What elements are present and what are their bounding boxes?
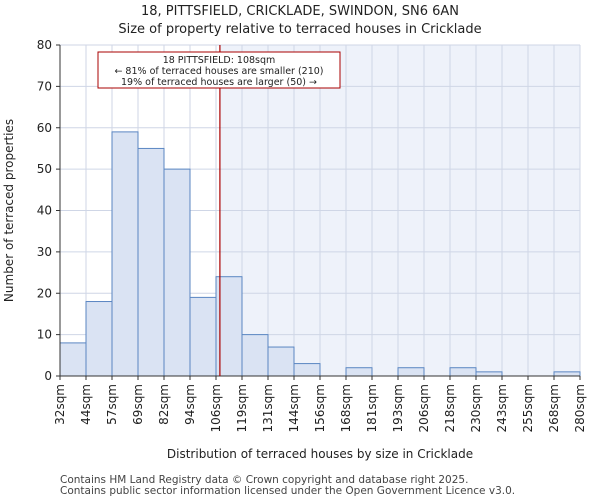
histogram-bar [267,346,295,377]
x-tick-label: 94sqm [183,384,197,425]
x-tick-label: 280sqm [573,384,587,432]
x-tick-label: 57sqm [105,384,119,425]
y-tick-label: 40 [37,204,52,218]
histogram-bar [241,334,269,377]
footer-line-2: Contains public sector information licen… [60,485,516,497]
x-tick-label: 181sqm [365,384,379,432]
annotation-line-2: ← 81% of terraced houses are smaller (21… [114,66,323,77]
histogram-bar [397,367,425,377]
histogram-bar [293,363,321,377]
y-tick-label: 0 [44,369,52,383]
x-tick-label: 82sqm [157,384,171,425]
y-axis-title: Number of terraced properties [2,119,16,302]
x-tick-label: 69sqm [131,384,145,425]
y-tick-label: 30 [37,245,52,259]
y-tick-label: 10 [37,328,52,342]
x-tick-label: 218sqm [443,384,457,432]
y-tick-label: 80 [37,38,52,52]
x-tick-label: 255sqm [521,384,535,432]
annotation-line-1: 18 PITTSFIELD: 108sqm [163,55,276,66]
x-tick-label: 32sqm [53,384,67,425]
annotation-line-3: 19% of terraced houses are larger (50) → [121,77,317,88]
histogram-bar [137,147,165,377]
x-tick-label: 156sqm [313,384,327,432]
histogram-bar [85,301,113,377]
histogram-bar [163,168,191,377]
x-tick-label: 206sqm [417,384,431,432]
histogram-bar [59,342,87,377]
x-tick-label: 106sqm [209,384,223,432]
histogram-bar [189,296,217,377]
x-tick-label: 230sqm [469,384,483,432]
histogram-bar [345,367,373,377]
y-tick-label: 60 [37,121,52,135]
x-tick-label: 119sqm [235,384,249,432]
histogram-bar [449,367,477,377]
x-tick-label: 168sqm [339,384,353,432]
footer-line-1: Contains HM Land Registry data © Crown c… [60,474,469,486]
x-axis-title: Distribution of terraced houses by size … [167,447,473,461]
histogram-bar [111,131,139,377]
annotation-box [97,51,341,89]
x-tick-label: 131sqm [261,384,275,432]
histogram-bar [475,371,503,377]
y-tick-label: 70 [37,79,52,93]
chart-title: 18, PITTSFIELD, CRICKLADE, SWINDON, SN6 … [140,4,460,19]
histogram-bar [553,371,581,377]
x-tick-label: 193sqm [391,384,405,432]
y-tick-label: 20 [37,286,52,300]
x-tick-label: 268sqm [547,384,561,432]
x-tick-label: 44sqm [79,384,93,425]
x-tick-label: 144sqm [287,384,301,432]
x-tick-label: 243sqm [495,384,509,432]
y-tick-label: 50 [37,162,52,176]
chart-subtitle: Size of property relative to terraced ho… [118,22,482,37]
